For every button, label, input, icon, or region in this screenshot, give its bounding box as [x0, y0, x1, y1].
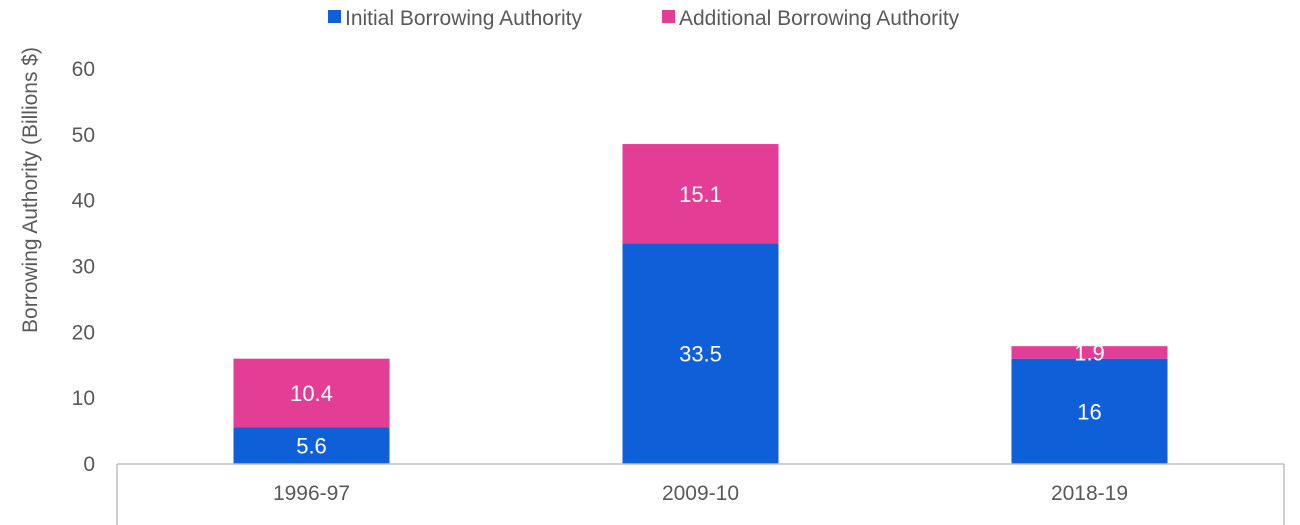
- x-tick-label: 1996-97: [273, 482, 350, 505]
- legend: Initial Borrowing Authority Additional Bo…: [328, 7, 960, 30]
- bar-segment: [233, 427, 390, 464]
- bar-segment: [1011, 358, 1168, 464]
- data-label: 5.6: [296, 434, 327, 459]
- legend-swatch: [328, 10, 341, 23]
- data-label: 10.4: [290, 381, 333, 406]
- bar-segment: [1011, 346, 1168, 359]
- y-tick-label: 50: [72, 124, 95, 147]
- legend-swatch: [662, 10, 675, 23]
- y-tick-label: 20: [72, 321, 95, 344]
- legend-label: Additional Borrowing Authority: [679, 7, 960, 30]
- data-label: 33.5: [679, 342, 722, 367]
- y-tick-label: 0: [83, 453, 95, 476]
- bar-segment: [233, 358, 390, 428]
- y-tick-label: 60: [72, 58, 95, 81]
- y-tick-label: 10: [72, 387, 95, 410]
- legend-label: Initial Borrowing Authority: [345, 7, 582, 30]
- x-tick-label: 2009-10: [662, 482, 739, 505]
- x-axis-ticks: 1996-97 2009-10 2018-19: [273, 482, 1128, 505]
- y-axis-ticks: 0 10 20 30 40 50 60: [72, 58, 95, 476]
- data-label: 1.9: [1074, 340, 1105, 365]
- y-tick-label: 40: [72, 190, 95, 213]
- data-label: 15.1: [679, 182, 722, 207]
- y-axis-label: Borrowing Authority (Billions $): [19, 47, 42, 333]
- data-label: 16: [1077, 399, 1101, 424]
- x-axis-frame: [116, 463, 1285, 525]
- x-tick-label: 2018-19: [1051, 482, 1128, 505]
- y-tick-label: 30: [72, 256, 95, 279]
- bar-segment: [622, 144, 779, 244]
- bar-segment: [622, 243, 779, 464]
- bars: 5.6 10.4 33.5 15.1 16 1.9: [233, 144, 1168, 464]
